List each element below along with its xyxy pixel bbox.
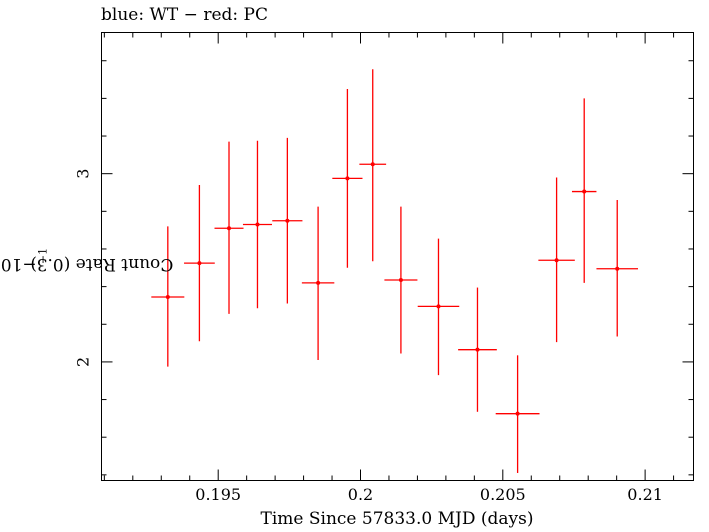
x-tick-label: 0.195 [195, 485, 241, 504]
data-marker [582, 189, 587, 194]
data-point [538, 177, 575, 343]
data-point [571, 98, 597, 283]
x-tick-label: 0.205 [480, 485, 526, 504]
data-point [359, 69, 387, 262]
data-marker [285, 218, 290, 223]
data-point [384, 206, 418, 354]
data-point [417, 238, 460, 376]
data-marker [227, 226, 232, 231]
data-points [151, 69, 638, 473]
x-tick-label: 0.2 [348, 485, 373, 504]
data-marker [197, 261, 202, 266]
data-point [458, 287, 497, 412]
y-axis-label-close: ) [30, 254, 37, 275]
data-point [184, 184, 215, 342]
data-point [272, 137, 303, 304]
chart-title: blue: WT − red: PC [101, 5, 268, 25]
data-point [495, 355, 540, 473]
data-marker [316, 280, 321, 285]
data-marker [165, 294, 170, 299]
data-marker [475, 347, 480, 352]
data-marker [398, 278, 403, 283]
x-tick-label: 0.21 [627, 485, 663, 504]
plot-frame [101, 32, 694, 481]
data-marker [345, 176, 350, 181]
data-point [151, 226, 185, 367]
y-tick-label: 3 [74, 169, 93, 179]
data-point [242, 140, 272, 309]
data-marker [515, 411, 520, 416]
data-marker [255, 222, 260, 227]
x-axis-label: Time Since 57833.0 MJD (days) [260, 509, 534, 529]
data-marker [370, 162, 375, 167]
axis-ticks [101, 32, 694, 481]
data-point [596, 200, 638, 337]
y-tick-label: 2 [74, 357, 93, 367]
data-point [332, 88, 363, 268]
data-marker [436, 304, 441, 309]
tick-labels: 0.195 0.2 0.205 0.21 2 3 [74, 169, 663, 504]
data-point [214, 141, 244, 314]
data-marker [554, 258, 559, 263]
data-point [301, 206, 335, 361]
data-marker [615, 266, 620, 271]
y-axis-label-text: Count Rate (0.3−10.0 keV)(cts s [0, 254, 174, 275]
